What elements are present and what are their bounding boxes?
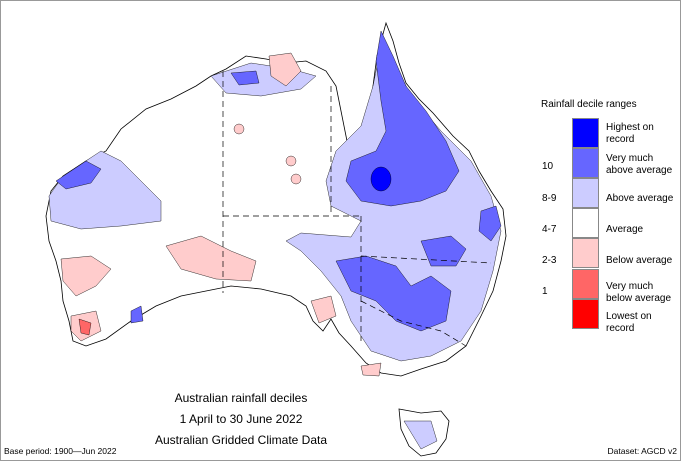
legend-decile: 1 bbox=[542, 286, 548, 297]
legend-decile: 10 bbox=[542, 161, 554, 172]
map-period: 1 April to 30 June 2022 bbox=[179, 412, 303, 426]
highest-on-record-region bbox=[370, 166, 392, 192]
legend-title: Rainfall decile ranges bbox=[541, 99, 637, 110]
legend-swatch-above bbox=[572, 178, 599, 208]
legend-swatch-very-much-above bbox=[572, 148, 599, 178]
legend-swatch-lowest bbox=[572, 299, 599, 329]
legend-swatch-below bbox=[572, 238, 599, 268]
legend-label: Highest on record bbox=[606, 122, 654, 145]
below-average-regions bbox=[60, 52, 382, 377]
legend-label: Above average bbox=[606, 193, 674, 204]
very-much-above-average-regions bbox=[55, 30, 502, 332]
legend-swatch-very-much-below bbox=[572, 269, 599, 299]
legend-decile: 2-3 bbox=[542, 255, 557, 266]
map-title: Australian rainfall deciles bbox=[174, 391, 308, 405]
legend-label: Lowest on record bbox=[606, 311, 652, 334]
legend-label: Below average bbox=[606, 255, 673, 266]
dataset-label: Dataset: AGCD v2 bbox=[607, 446, 677, 456]
state-borders bbox=[222, 71, 492, 347]
legend-label: Very much below average bbox=[606, 281, 672, 304]
legend-swatch-highest bbox=[572, 118, 599, 148]
very-much-below-average-region bbox=[78, 318, 92, 336]
base-period: Base period: 1900—Jun 2022 bbox=[4, 446, 117, 456]
legend-label: Very much above average bbox=[606, 153, 673, 176]
legend-swatch-average bbox=[572, 208, 599, 238]
map-source: Australian Gridded Climate Data bbox=[154, 433, 328, 447]
legend-label: Average bbox=[606, 224, 644, 235]
legend-decile: 8-9 bbox=[542, 193, 557, 204]
legend-decile: 4-7 bbox=[542, 224, 557, 235]
